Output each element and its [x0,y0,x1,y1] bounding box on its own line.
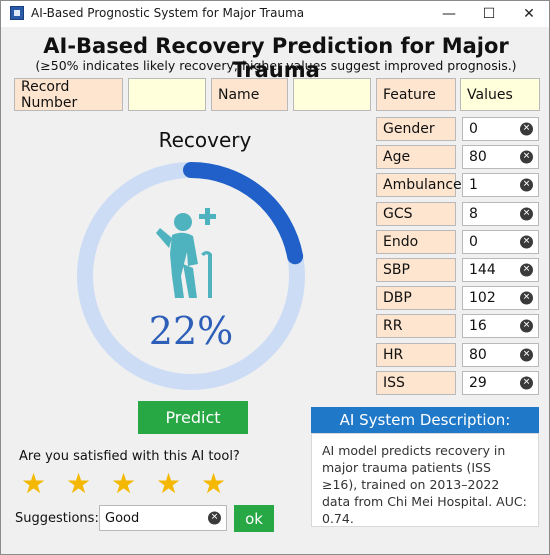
feature-input-rr[interactable]: 16 ✕ [462,314,539,338]
description-header: AI System Description: [311,407,539,433]
feature-label-iss: ISS [376,371,456,395]
clear-value-icon[interactable]: ✕ [520,291,533,305]
predict-button[interactable]: Predict [138,401,248,434]
clear-value-icon[interactable]: ✕ [520,178,533,192]
feature-input-gcs[interactable]: 8 ✕ [462,202,539,226]
feature-label-rr: RR [376,314,456,338]
feature-value: 1 [469,177,478,193]
title-bar: AI-Based Prognostic System for Major Tra… [1,1,549,27]
clear-value-icon[interactable]: ✕ [520,376,533,390]
feature-input-age[interactable]: 80 ✕ [462,145,539,169]
feature-value: 29 [469,375,487,391]
feature-value: 0 [469,121,478,137]
feature-label-gender: Gender [376,117,456,141]
clear-value-icon[interactable]: ✕ [520,207,533,221]
feature-label-age: Age [376,145,456,169]
feature-label-sbp: SBP [376,258,456,282]
page-subtitle: (≥50% indicates likely recovery; higher … [35,58,517,73]
clear-value-icon[interactable]: ✕ [520,319,533,333]
name-label: Name [211,78,288,111]
feature-input-sbp[interactable]: 144 ✕ [462,258,539,282]
clear-value-icon[interactable]: ✕ [520,122,533,136]
gauge-label: Recovery [158,128,252,152]
values-column-header: Values [460,78,540,111]
description-body: AI model predicts recovery in major trau… [311,433,539,527]
suggestions-label: Suggestions: [15,511,99,526]
suggestions-input[interactable]: Good ✕ [99,505,227,531]
feature-value: 8 [469,206,478,222]
feature-value: 16 [469,318,487,334]
star-icon[interactable]: ★ [156,467,182,500]
feature-label-endo: Endo [376,230,456,254]
page-title: AI-Based Recovery Prediction for Major T… [43,34,509,82]
elderly-person-icon [156,208,216,298]
feature-value: 102 [469,290,496,306]
clear-value-icon[interactable]: ✕ [520,150,533,164]
clear-value-icon[interactable]: ✕ [520,263,533,277]
gauge-fill [77,162,305,390]
feature-input-ambulance[interactable]: 1 ✕ [462,173,539,197]
satisfaction-question: Are you satisfied with this AI tool? [19,449,240,464]
suggestions-value: Good [105,510,140,526]
feature-column-header: Feature [376,78,456,111]
minimize-button[interactable]: — [442,6,456,22]
feature-input-hr[interactable]: 80 ✕ [462,343,539,367]
ok-button[interactable]: ok [234,505,274,532]
maximize-button[interactable]: ☐ [482,6,496,22]
feature-label-hr: HR [376,343,456,367]
record-number-label: Record Number [14,78,123,111]
feature-value: 0 [469,234,478,250]
close-button[interactable]: ✕ [523,6,535,22]
record-number-input[interactable] [128,78,206,111]
feature-label-ambulance: Ambulance [376,173,462,197]
name-input[interactable] [293,78,371,111]
app-icon [10,6,24,20]
feature-value: 144 [469,262,496,278]
feature-input-gender[interactable]: 0 ✕ [462,117,539,141]
star-icon[interactable]: ★ [201,467,227,500]
star-icon[interactable]: ★ [66,467,92,500]
feature-input-dbp[interactable]: 102 ✕ [462,286,539,310]
recovery-percent: 22% [148,309,234,353]
star-icon[interactable]: ★ [21,467,47,500]
feature-label-gcs: GCS [376,202,456,226]
feature-value: 80 [469,347,487,363]
feature-input-iss[interactable]: 29 ✕ [462,371,539,395]
clear-value-icon[interactable]: ✕ [520,235,533,249]
star-icon[interactable]: ★ [111,467,137,500]
clear-value-icon[interactable]: ✕ [520,348,533,362]
clear-suggestions-icon[interactable]: ✕ [208,511,221,525]
feature-label-dbp: DBP [376,286,456,310]
recovery-gauge [77,162,305,390]
window-title: AI-Based Prognostic System for Major Tra… [31,6,305,20]
feature-input-endo[interactable]: 0 ✕ [462,230,539,254]
feature-value: 80 [469,149,487,165]
